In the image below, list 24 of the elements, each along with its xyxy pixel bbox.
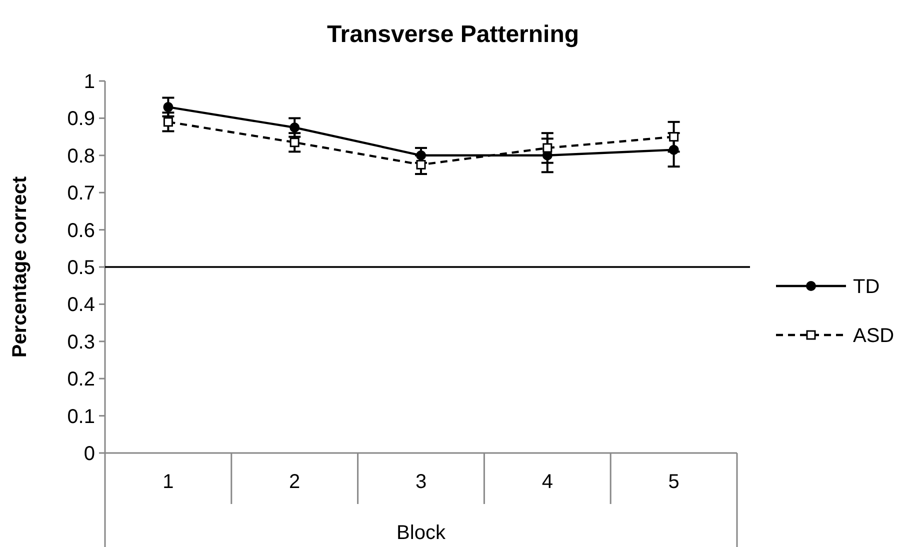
y-tick-label: 0.6 [67,220,95,242]
y-tick-label: 0.5 [67,257,95,279]
y-tick-label: 0.3 [67,331,95,354]
y-tick-label: 0.2 [67,368,95,391]
x-axis-title: Block [396,522,446,544]
point [542,143,552,153]
chart-title: Transverse Patterning [326,21,580,48]
x-tick-label: 2 [289,471,300,493]
y-tick-label: 0 [84,443,95,465]
y-tick-label: 0.9 [67,108,95,130]
y-tick-label: 0.7 [67,182,95,205]
x-tick-label: 1 [162,471,174,493]
x-tick-label: 4 [542,471,553,493]
legend-label: ASD [853,325,894,347]
x-tick-label: 3 [415,471,427,493]
point [416,160,426,170]
y-tick-label: 0.1 [67,406,95,428]
point [669,132,679,142]
x-tick-label: 5 [668,471,680,493]
y-tick-label: 0.8 [67,145,95,168]
legend-label: TD [853,276,880,298]
y-axis-title: Percentage correct [9,176,31,358]
y-tick-label: 1 [84,71,95,93]
y-tick-label: 0.4 [67,294,95,316]
